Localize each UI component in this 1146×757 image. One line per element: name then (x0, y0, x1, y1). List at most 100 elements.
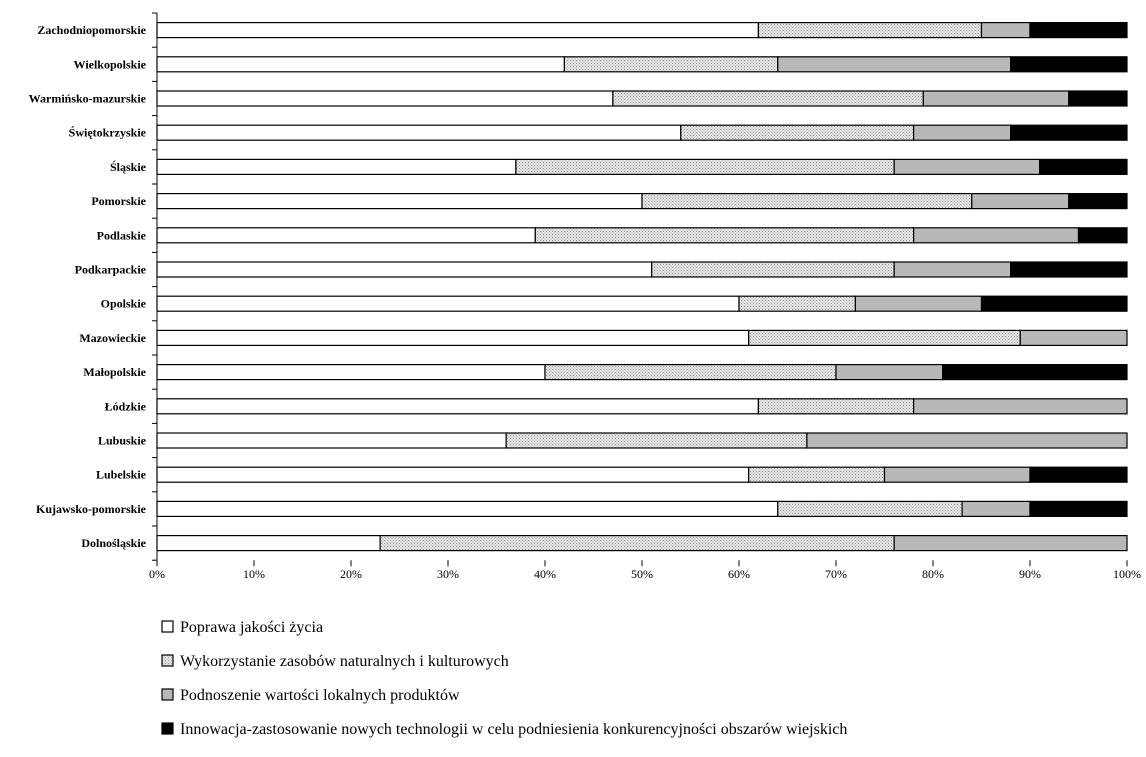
bar-segment (534, 227, 915, 244)
legend-swatch (161, 620, 174, 633)
category-label: Śląskie (110, 160, 147, 174)
bar-segment (651, 261, 895, 278)
category-label: Dolnośląskie (81, 536, 146, 550)
bar-segment (1068, 90, 1128, 107)
bar-segment (854, 295, 983, 312)
bar-segment (156, 124, 682, 141)
bar-segment (515, 158, 895, 175)
x-tick-label: 10% (243, 567, 265, 581)
bar-segment (1029, 500, 1128, 517)
category-label: Pomorskie (91, 194, 146, 208)
category-label: Podkarpackie (75, 263, 147, 277)
x-tick-label: 50% (631, 567, 653, 581)
category-label: Lubelskie (96, 468, 147, 482)
bar-segment (612, 90, 924, 107)
x-tick-label: 40% (534, 567, 556, 581)
bar-segment (1009, 56, 1128, 73)
bar-segment (806, 432, 1128, 449)
x-tick-label: 80% (922, 567, 944, 581)
bar-segment (1029, 22, 1128, 39)
bar-segment (156, 261, 653, 278)
bar-segment (748, 466, 886, 483)
bar-segment (893, 261, 1012, 278)
bar-segment (757, 398, 915, 415)
bar-segment (1019, 329, 1128, 346)
x-tick-label: 0% (149, 567, 165, 581)
bar-segment (1009, 124, 1128, 141)
x-tick-label: 30% (437, 567, 459, 581)
category-label: Kujawsko-pomorskie (36, 502, 147, 516)
bar-segment (922, 90, 1070, 107)
bar-segment (156, 295, 740, 312)
bar-segment (156, 90, 614, 107)
x-tick-label: 100% (1113, 567, 1141, 581)
bar-segment (680, 124, 915, 141)
bar-segment (156, 398, 760, 415)
bar-segment (1039, 158, 1128, 175)
bar-segment (777, 500, 963, 517)
bar-segment (156, 432, 507, 449)
legend-swatch (161, 688, 174, 701)
x-tick-labels: 0% 10% 20% 30% 40% 50% 60% 70% 80% 90% 100% (149, 567, 1141, 581)
x-tick-label: 90% (1019, 567, 1041, 581)
bar-segment (156, 158, 517, 175)
legend-label: Podnoszenie wartości lokalnych produktów (180, 687, 460, 704)
bar-segment (641, 193, 973, 210)
legend-label: Poprawa jakości życia (180, 619, 323, 636)
category-label: Łódzkie (105, 399, 147, 413)
bar-segment (912, 227, 1080, 244)
bar-segment (757, 22, 983, 39)
legend-label: Wykorzystanie zasobów naturalnych i kult… (180, 653, 509, 670)
bar-segment (980, 22, 1031, 39)
category-label: Świętokrzyskie (69, 126, 147, 140)
bar-segment (893, 158, 1041, 175)
category-label: Opolskie (101, 297, 147, 311)
bar-segment (738, 295, 857, 312)
category-label: Małopolskie (83, 365, 146, 379)
bar-segment (544, 364, 837, 381)
bar-segment (971, 193, 1070, 210)
bars-layer (156, 22, 1128, 552)
bar-segment (156, 227, 536, 244)
category-label: Wielkopolskie (74, 57, 147, 71)
bar-segment (835, 364, 944, 381)
bar-segment (156, 364, 546, 381)
bar-segment (912, 124, 1012, 141)
bar-segment (156, 56, 565, 73)
bar-segment (883, 466, 1031, 483)
bar-segment (156, 534, 381, 552)
bar-segment (563, 56, 779, 73)
legend-swatch (161, 722, 174, 735)
legend-swatch (161, 654, 174, 667)
axes-layer (152, 12, 1128, 567)
bar-segment (1068, 193, 1128, 210)
bar-segment (156, 22, 760, 39)
bar-segment (893, 534, 1128, 552)
bar-segment (777, 56, 1012, 73)
category-label: Lubuskie (98, 434, 147, 448)
bar-segment (1009, 261, 1128, 278)
bar-segment (505, 432, 808, 449)
bar-segment (1029, 466, 1128, 483)
x-tick-label: 20% (340, 567, 362, 581)
bar-segment (156, 193, 643, 210)
legend-label: Innowacja-zastosowanie nowych technologi… (180, 721, 847, 738)
x-tick-label: 70% (825, 567, 847, 581)
bar-segment (980, 295, 1128, 312)
bar-segment (912, 398, 1128, 415)
category-labels: Zachodniopomorskie Wielkopolskie Warmińsko… (29, 23, 147, 550)
bar-segment (379, 534, 895, 552)
category-label: Warmińsko-mazurskie (29, 92, 147, 106)
bar-segment (1077, 227, 1128, 244)
category-label: Podlaskie (97, 228, 147, 242)
bar-segment (156, 329, 750, 346)
bar-segment (748, 329, 1021, 346)
x-tick-label: 60% (728, 567, 750, 581)
bar-segment (942, 364, 1128, 381)
category-label: Mazowieckie (79, 331, 146, 345)
legend: Poprawa jakości życia Wykorzystanie zasob… (161, 619, 847, 738)
bar-segment (156, 500, 779, 517)
bar-segment (961, 500, 1031, 517)
category-label: Zachodniopomorskie (37, 23, 146, 37)
